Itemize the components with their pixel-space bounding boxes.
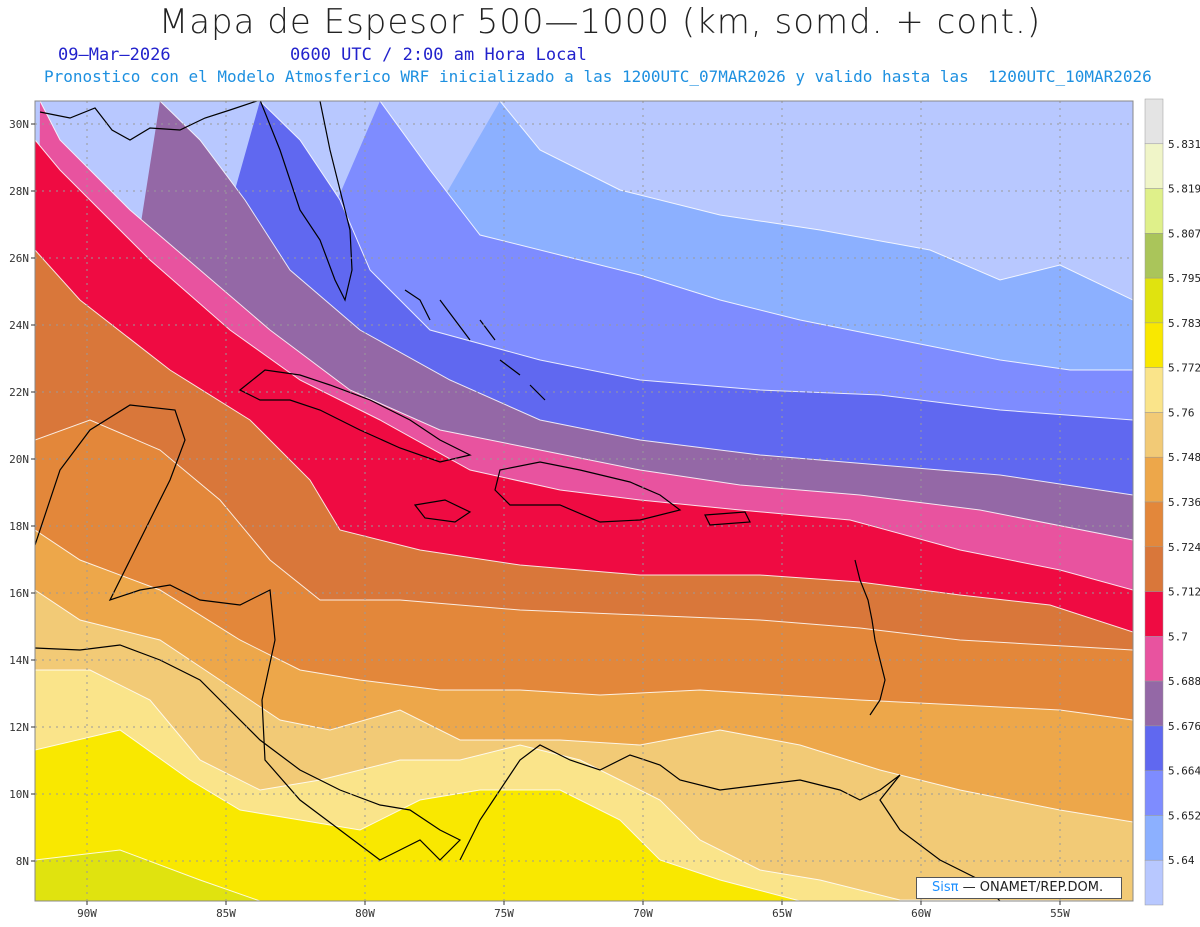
coastline xyxy=(704,511,751,526)
colorbar-box-5.819 xyxy=(1144,188,1164,234)
lat-label: 28N xyxy=(9,185,29,198)
colorbar-label: 5.748 xyxy=(1168,451,1200,464)
colorbar-label: 5.76 xyxy=(1168,406,1195,419)
map-area xyxy=(35,101,1133,901)
forecast-info: Pronostico con el Modelo Atmosferico WRF… xyxy=(44,67,1152,86)
colorbar-box-5.688 xyxy=(1144,680,1164,727)
colorbar-label: 5.819 xyxy=(1168,183,1200,196)
lat-label: 10N xyxy=(9,788,29,801)
colorbar-label: 5.64 xyxy=(1168,854,1195,867)
colorbar-box-5.807 xyxy=(1144,233,1164,279)
colorbar-label: 5.736 xyxy=(1168,496,1200,509)
lat-label: 30N xyxy=(9,118,29,131)
colorbar-box-5.783 xyxy=(1144,322,1164,368)
coastline xyxy=(459,744,1001,901)
contour-line xyxy=(259,101,1133,421)
forecast-date: 09—Mar—2026 xyxy=(58,45,171,65)
map-title: Mapa de Espesor 500—1000 (km, somd. + co… xyxy=(158,2,1042,42)
contour-line xyxy=(379,101,1133,371)
lat-label: 22N xyxy=(9,386,29,399)
lon-label: 55W xyxy=(1050,907,1070,920)
coastline xyxy=(413,499,472,523)
colorbar-label: 5.783 xyxy=(1168,317,1200,330)
colorbar-label: 5.795 xyxy=(1168,272,1200,285)
thickness-band-5.795 xyxy=(35,850,1133,901)
colorbar-box-5.7 xyxy=(1144,636,1164,682)
colorbar-box-5.652 xyxy=(1144,815,1164,861)
lon-label: 75W xyxy=(494,907,514,920)
lat-label: 8N xyxy=(16,855,29,868)
lon-label: 65W xyxy=(772,907,792,920)
coastline xyxy=(35,404,462,861)
colorbar: 5.831 5.819 5.807 5.795 5.783 5.772 5.76 5.748 5… xyxy=(1144,98,1200,906)
colorbar-label: 5.676 xyxy=(1168,720,1200,733)
colorbar-box-5.772 xyxy=(1144,367,1164,413)
contour-line xyxy=(35,419,1133,651)
colorbar-label: 5.831 xyxy=(1168,138,1200,151)
colorbar-label: 5.652 xyxy=(1168,809,1200,822)
coastline xyxy=(238,369,472,463)
colorbar-box-5.795 xyxy=(1144,277,1164,324)
lon-label: 90W xyxy=(77,907,97,920)
colorbar-box-5.676 xyxy=(1144,725,1164,771)
colorbar-box-5.748 xyxy=(1144,456,1164,503)
colorbar-label: 5.688 xyxy=(1168,675,1200,688)
colorbar-box-5.76 xyxy=(1144,412,1164,458)
lon-label: 60W xyxy=(911,907,931,920)
lat-label: 12N xyxy=(9,721,29,734)
contour-line xyxy=(35,669,1133,901)
colorbar-label: 5.724 xyxy=(1168,541,1200,554)
lon-label: 80W xyxy=(355,907,375,920)
lat-label: 14N xyxy=(9,654,29,667)
coastline xyxy=(494,461,682,523)
contour-line xyxy=(35,139,1133,591)
colorbar-box-5.664 xyxy=(1144,770,1164,816)
contour-line xyxy=(159,101,1133,496)
contour-line xyxy=(39,101,1133,541)
colorbar-box-top xyxy=(1144,98,1164,145)
lat-label: 18N xyxy=(9,520,29,533)
colorbar-box-5.724 xyxy=(1144,546,1164,592)
thickness-band-5.783 xyxy=(35,730,1133,901)
contour-line xyxy=(35,529,1133,721)
contour-line xyxy=(499,101,1133,301)
lat-label: 20N xyxy=(9,453,29,466)
colorbar-label: 5.7 xyxy=(1168,630,1188,643)
lat-label: 26N xyxy=(9,252,29,265)
valid-time: 0600 UTC / 2:00 am Hora Local xyxy=(290,45,587,65)
lon-label: 70W xyxy=(633,907,653,920)
colorbar-label: 5.664 xyxy=(1168,765,1200,778)
coastline xyxy=(39,101,353,302)
coastline xyxy=(404,289,546,401)
colorbar-box-5.736 xyxy=(1144,501,1164,548)
coastline xyxy=(854,559,886,716)
lon-label: 85W xyxy=(216,907,236,920)
colorbar-box-5.712 xyxy=(1144,591,1164,637)
contour-line xyxy=(35,729,1133,901)
colorbar-label: 5.772 xyxy=(1168,362,1200,375)
colorbar-label: 5.807 xyxy=(1168,227,1200,240)
sispi-logo: Sisπ xyxy=(932,880,959,895)
contour-line xyxy=(35,249,1133,633)
colorbar-label: 5.712 xyxy=(1168,586,1200,599)
lat-label: 16N xyxy=(9,587,29,600)
credit-text: — ONAMET/REP.DOM. xyxy=(958,880,1104,895)
colorbar-box-5.64 xyxy=(1144,859,1164,906)
contour-line xyxy=(35,849,1133,901)
credit-box: Sisπ — ONAMET/REP.DOM. xyxy=(916,877,1122,899)
map-frame xyxy=(34,100,1134,902)
lat-label: 24N xyxy=(9,319,29,332)
colorbar-box-5.831 xyxy=(1144,143,1164,189)
